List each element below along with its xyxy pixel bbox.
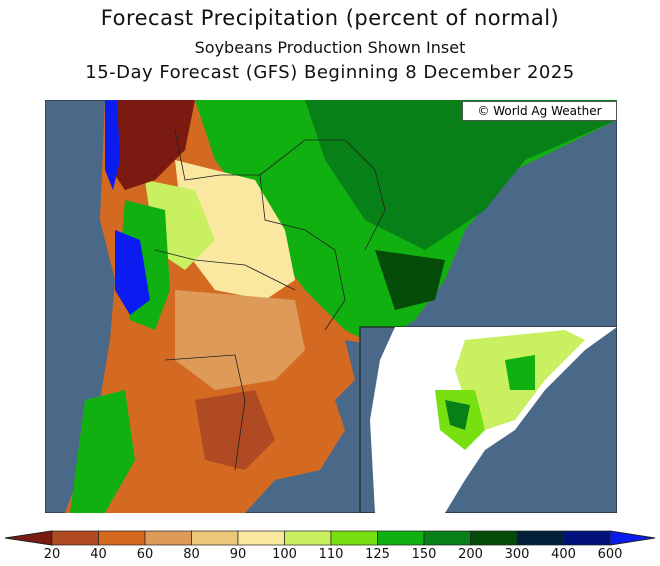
- precipitation-map: [45, 100, 617, 513]
- credit-label: © World Ag Weather: [462, 101, 617, 121]
- colorbar-segment: [284, 530, 332, 546]
- colorbar-tick-label: 300: [504, 547, 530, 562]
- colorbar-tick-label: 400: [551, 547, 576, 562]
- soybean-inset-map: [359, 326, 617, 513]
- colorbar-segment: [191, 530, 239, 546]
- colorbar-segment: [563, 530, 611, 546]
- colorbar-segment: [98, 530, 146, 546]
- colorbar-segment: [330, 530, 378, 546]
- colorbar-tick-label: 600: [597, 547, 623, 562]
- map-title: Forecast Precipitation (percent of norma…: [100, 6, 560, 30]
- map-subtitle: Soybeans Production Shown Inset: [194, 38, 466, 57]
- colorbar-segment: [377, 530, 425, 546]
- colorbar-arrow-high: [609, 530, 656, 546]
- colorbar-tick-label: 40: [90, 547, 107, 562]
- colorbar-tick-label: 125: [365, 547, 390, 562]
- colorbar-tick-label: 20: [43, 547, 61, 562]
- colorbar-tick-label: 90: [229, 547, 247, 562]
- colorbar-tick-label: 80: [183, 547, 200, 562]
- colorbar-tick-label: 150: [411, 547, 437, 562]
- colorbar: [4, 530, 656, 546]
- colorbar-tick-label: 110: [318, 547, 344, 562]
- country-borders: [154, 129, 386, 471]
- colorbar-tick-label: 60: [136, 547, 154, 562]
- colorbar-segment: [470, 530, 518, 546]
- colorbar-segment: [423, 530, 471, 546]
- colorbar-tick-label: 200: [458, 547, 483, 562]
- colorbar-tick-label: 100: [272, 547, 297, 562]
- colorbar-segment: [51, 530, 99, 546]
- colorbar-segment: [516, 530, 564, 546]
- forecast-period: 15-Day Forecast (GFS) Beginning 8 Decemb…: [85, 62, 575, 83]
- colorbar-segment: [144, 530, 192, 546]
- colorbar-arrow-low: [4, 530, 53, 546]
- colorbar-segment: [237, 530, 285, 546]
